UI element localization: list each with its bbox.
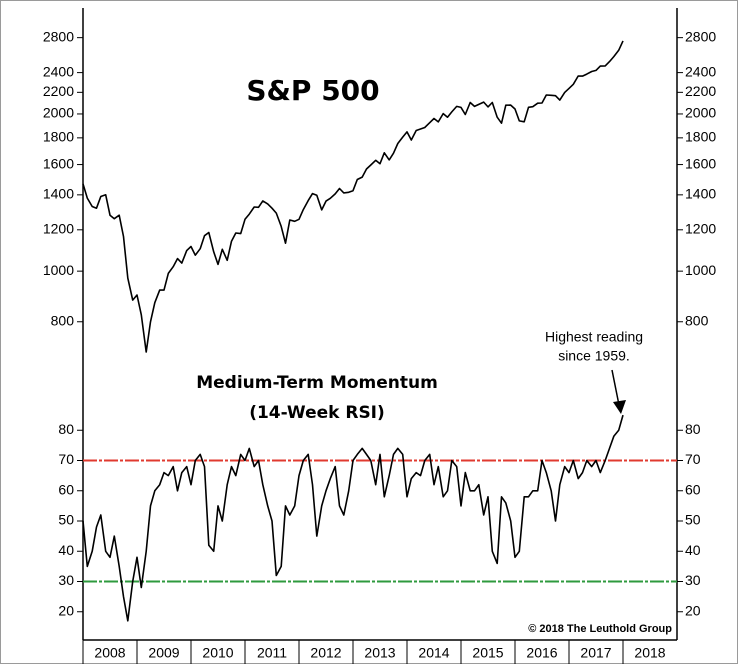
y-tick-label: 20 bbox=[58, 602, 74, 618]
x-tick-label: 2010 bbox=[202, 645, 233, 661]
y-tick-label-right: 1200 bbox=[685, 221, 716, 237]
annotation-arrow bbox=[611, 369, 620, 406]
y-tick-label-right: 50 bbox=[685, 512, 701, 528]
y-tick-label-right: 1800 bbox=[685, 129, 716, 145]
y-tick-label: 1000 bbox=[43, 262, 74, 278]
y-tick-label-right: 70 bbox=[685, 451, 701, 467]
y-tick-label: 1600 bbox=[43, 155, 74, 171]
y-tick-label: 1200 bbox=[43, 221, 74, 237]
annotation: Highest reading bbox=[545, 329, 643, 345]
y-tick-label-right: 80 bbox=[685, 421, 701, 437]
annotation: since 1959. bbox=[558, 348, 630, 364]
x-tick-label: 2015 bbox=[472, 645, 503, 661]
x-tick-label: 2008 bbox=[94, 645, 125, 661]
x-tick-label: 2018 bbox=[634, 645, 665, 661]
y-tick-label-right: 20 bbox=[685, 602, 701, 618]
x-tick-label: 2014 bbox=[418, 645, 449, 661]
y-tick-label: 80 bbox=[58, 421, 74, 437]
panel-subtitle: (14-Week RSI) bbox=[249, 403, 385, 423]
y-tick-label-right: 2800 bbox=[685, 28, 716, 44]
line-series bbox=[82, 40, 624, 353]
y-tick-label-right: 2200 bbox=[685, 83, 716, 99]
x-tick-label: 2012 bbox=[310, 645, 341, 661]
y-tick-label-right: 2000 bbox=[685, 105, 716, 121]
y-tick-label: 40 bbox=[58, 542, 74, 558]
y-tick-label: 1800 bbox=[43, 129, 74, 145]
y-tick-label: 800 bbox=[51, 312, 75, 328]
y-tick-label: 1400 bbox=[43, 186, 74, 202]
panel-title: Medium-Term Momentum bbox=[196, 373, 438, 393]
line-series bbox=[82, 414, 624, 622]
y-tick-label-right: 1000 bbox=[685, 262, 716, 278]
y-tick-label-right: 1400 bbox=[685, 186, 716, 202]
y-tick-label: 30 bbox=[58, 572, 74, 588]
y-tick-label: 2200 bbox=[43, 83, 74, 99]
y-tick-label: 2000 bbox=[43, 105, 74, 121]
y-tick-label-right: 800 bbox=[685, 312, 709, 328]
y-tick-label: 2400 bbox=[43, 63, 74, 79]
y-tick-label: 70 bbox=[58, 451, 74, 467]
y-tick-label-right: 60 bbox=[685, 481, 701, 497]
x-tick-label: 2016 bbox=[526, 645, 557, 661]
x-tick-label: 2013 bbox=[364, 645, 395, 661]
y-tick-label-right: 30 bbox=[685, 572, 701, 588]
x-tick-label: 2011 bbox=[257, 645, 287, 661]
y-tick-label-right: 40 bbox=[685, 542, 701, 558]
y-tick-label-right: 1600 bbox=[685, 155, 716, 171]
chart-title: S&P 500 bbox=[246, 74, 379, 107]
source-note: © 2018 The Leuthold Group bbox=[528, 623, 672, 635]
y-tick-label: 50 bbox=[58, 512, 74, 528]
y-tick-label-right: 2400 bbox=[685, 63, 716, 79]
x-tick-label: 2017 bbox=[580, 645, 611, 661]
arrow-head bbox=[613, 400, 626, 414]
y-tick-label: 60 bbox=[58, 481, 74, 497]
x-tick-label: 2009 bbox=[148, 645, 179, 661]
y-tick-label: 2800 bbox=[43, 28, 74, 44]
